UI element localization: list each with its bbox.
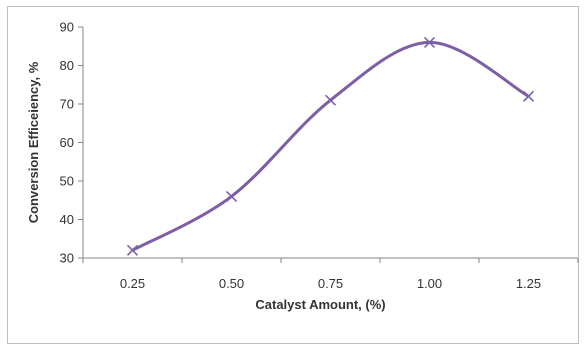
data-point [423, 36, 436, 48]
marker-stroke [126, 244, 139, 256]
x-tick-label: 0.25 [120, 276, 145, 291]
x-tick-label: 0.50 [219, 276, 244, 291]
marker-stroke [522, 90, 535, 102]
data-point [225, 190, 238, 202]
x-tick-labels: 0.25 0.50 0.75 1.00 1.25 [82, 258, 579, 291]
chart-frame [7, 6, 579, 344]
x-axis-title: Catalyst Amount, (%) [255, 297, 385, 312]
y-tick-label: 40 [60, 212, 74, 227]
marker-stroke [324, 94, 337, 106]
y-tick-label: 80 [60, 58, 74, 73]
data-markers [126, 36, 535, 256]
x-tick-label: 1.25 [516, 276, 541, 291]
data-point [522, 90, 535, 102]
marker-stroke [225, 190, 238, 202]
series-line [131, 40, 530, 252]
y-tick-label: 30 [60, 251, 74, 266]
y-tick-label: 90 [60, 20, 74, 35]
data-point [324, 94, 337, 106]
axes [82, 27, 578, 259]
x-tick-label: 0.75 [318, 276, 343, 291]
data-point [126, 244, 139, 256]
y-tick-label: 60 [60, 135, 74, 150]
y-axis-title: Conversion Efficeiency, % [26, 61, 41, 223]
y-tick-label: 70 [60, 97, 74, 112]
y-tick-labels: 30 40 50 60 70 80 90 [60, 20, 83, 266]
marker-stroke [423, 36, 436, 48]
x-tick-label: 1.00 [417, 276, 442, 291]
y-tick-label: 50 [60, 174, 74, 189]
